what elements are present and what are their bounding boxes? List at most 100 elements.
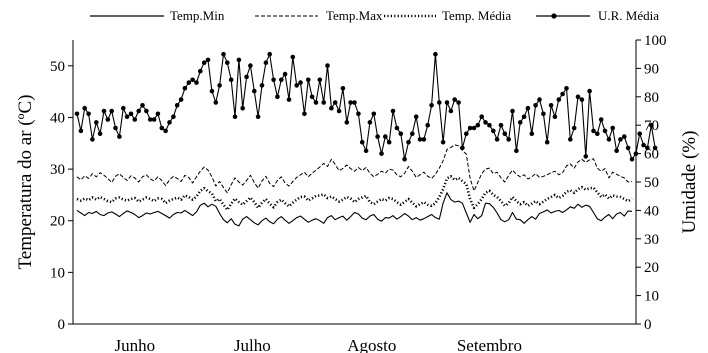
ur-point [167,120,172,125]
right-tick-label: 80 [644,90,659,106]
ur-point [525,105,531,111]
right-tick-label: 10 [644,289,659,305]
ur-point [564,86,569,91]
ur-point [568,137,573,142]
legend-item-temp-min: Temp.Min [90,8,225,23]
left-tick-label: 50 [50,59,65,75]
ur-point [163,128,168,134]
ur-point [332,100,338,105]
ur-point [78,128,84,134]
ur-point [151,117,157,122]
ur-point [514,148,519,154]
ur-point [155,111,161,117]
ur-point [121,105,126,111]
ur-point [302,111,307,117]
left-axis-title: Temperatura do ar (ºC) [15,95,36,270]
right-tick-label: 40 [644,203,659,219]
right-tick-label: 20 [644,260,659,276]
ur-point [294,83,300,88]
left-tick-label: 30 [50,162,65,178]
ur-point [275,94,280,100]
ur-point [398,131,404,136]
ur-point [637,131,642,136]
ur-point [421,137,427,142]
ur-point [537,97,542,102]
ur-point [244,74,249,80]
ur-point [602,128,608,134]
ur-point [340,86,346,91]
ur-point [506,137,512,142]
ur-point [598,117,604,122]
right-tick-label: 0 [644,317,652,333]
ur-point [606,137,612,142]
series-line-2 [76,175,633,212]
legend-label-ur-media: U.R. Média [598,8,659,23]
ur-point [440,139,446,145]
ur-point [406,139,411,145]
series-line-1 [76,144,633,194]
ur-point [371,111,377,117]
ur-point [159,125,165,131]
left-tick-label: 0 [58,317,66,333]
ur-point [583,154,589,159]
ur-point [587,88,592,94]
ur-point [502,131,508,136]
ur-point [390,108,396,114]
legend-item-temp-max: Temp.Max [255,8,383,23]
ur-point [259,83,265,88]
ur-point [86,111,91,117]
ur-point [321,100,327,105]
ur-point [282,71,288,77]
ur-point [633,151,639,156]
ur-point [548,103,554,108]
ur-point [467,125,473,131]
right-tick-label: 100 [644,33,667,49]
ur-point [101,108,107,114]
ur-point [263,60,269,65]
right-tick-label: 60 [644,147,659,163]
ur-point [521,114,527,119]
ur-point [437,100,442,105]
ur-point [394,125,400,131]
ur-point [614,148,619,154]
ur-point [571,125,577,131]
ur-point [144,108,149,114]
ur-point [544,139,550,145]
ur-point [359,139,365,145]
ur-point [309,94,315,100]
ur-point [178,97,184,102]
ur-point [313,100,319,105]
ur-point [541,111,546,117]
series-line-0 [76,192,633,227]
ur-point [132,117,138,122]
ur-point [228,77,234,83]
ur-point [124,114,130,119]
ur-point [579,97,585,102]
ur-point [575,94,581,100]
ur-point [113,125,118,131]
ur-point [610,125,615,131]
ur-point [498,122,504,128]
ur-point [379,151,384,156]
legend-label-temp-media: Temp. Média [442,8,511,23]
ur-point [279,77,284,83]
ur-point [117,134,122,139]
ur-point [205,57,211,63]
ur-point [483,120,488,125]
ur-point [128,111,134,117]
ur-point [367,120,373,125]
ur-point [556,97,562,102]
ur-point [413,114,419,119]
ur-point [471,125,477,131]
ur-point [174,103,180,108]
ur-point [82,105,87,111]
right-tick-label: 30 [644,232,659,248]
ur-point [618,137,623,142]
ur-point [109,108,114,114]
ur-point [286,97,292,102]
ur-point [383,134,388,139]
ur-point [595,131,600,136]
left-axis-ticks: 0 10 20 30 40 50 [50,59,73,333]
ur-point [74,111,80,117]
